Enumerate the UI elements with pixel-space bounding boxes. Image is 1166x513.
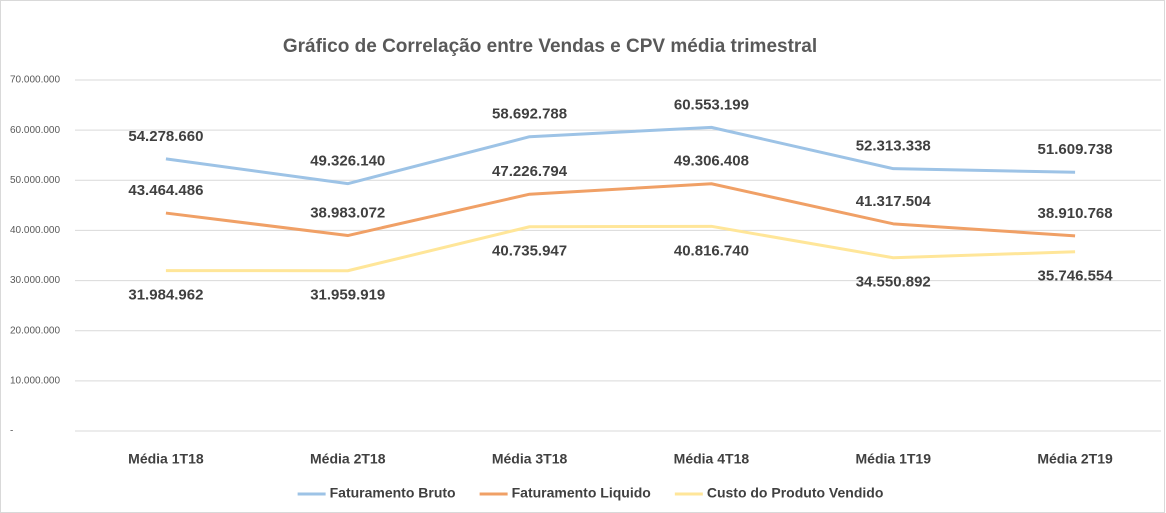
data-label: 47.226.794 <box>492 163 568 180</box>
y-tick-label: 60.000.000 <box>10 125 60 136</box>
data-label: 41.317.504 <box>856 193 932 210</box>
x-tick-label: Média 2T18 <box>310 451 386 467</box>
data-label: 49.326.140 <box>310 153 385 170</box>
data-label: 31.959.919 <box>310 287 385 304</box>
x-tick-label: Média 2T19 <box>1037 451 1113 467</box>
data-label: 51.609.738 <box>1038 141 1113 158</box>
y-tick-label: 40.000.000 <box>10 225 60 236</box>
y-tick-label: - <box>10 426 13 437</box>
data-label: 54.278.660 <box>128 128 203 145</box>
data-label: 43.464.486 <box>128 182 203 199</box>
y-tick-label: 50.000.000 <box>10 175 60 186</box>
data-label: 31.984.962 <box>128 287 203 304</box>
series-line <box>165 182 1076 238</box>
legend-label: Faturamento Liquido <box>512 485 651 501</box>
chart-title: Gráfico de Correlação entre Vendas e CPV… <box>283 36 817 57</box>
data-label: 60.553.199 <box>674 96 749 113</box>
data-label: 52.313.338 <box>856 138 931 155</box>
data-label: 34.550.892 <box>856 274 931 291</box>
legend-label: Faturamento Bruto <box>330 485 456 501</box>
series-line <box>165 125 1076 186</box>
legend-item: Custo do Produto Vendido <box>674 485 884 501</box>
legend-item: Faturamento Bruto <box>297 485 456 501</box>
data-label: 35.746.554 <box>1038 268 1114 285</box>
x-tick-label: Média 1T18 <box>128 451 204 467</box>
y-tick-label: 10.000.000 <box>10 375 60 386</box>
y-tick-label: 20.000.000 <box>10 325 60 336</box>
data-label: 38.910.768 <box>1038 205 1113 222</box>
x-tick-label: Média 3T18 <box>492 451 568 467</box>
data-label: 58.692.788 <box>492 106 567 123</box>
data-label: 40.735.947 <box>492 243 567 260</box>
legend-item: Faturamento Liquido <box>479 485 651 501</box>
data-label: 49.306.408 <box>674 153 749 170</box>
y-tick-label: 30.000.000 <box>10 275 60 286</box>
series-line <box>165 224 1076 273</box>
legend-label: Custo do Produto Vendido <box>707 485 884 501</box>
x-tick-label: Média 1T19 <box>856 451 932 467</box>
data-label: 40.816.740 <box>674 242 749 259</box>
data-label: 38.983.072 <box>310 204 385 221</box>
x-tick-label: Média 4T18 <box>674 451 750 467</box>
y-tick-label: 70.000.000 <box>10 75 60 86</box>
